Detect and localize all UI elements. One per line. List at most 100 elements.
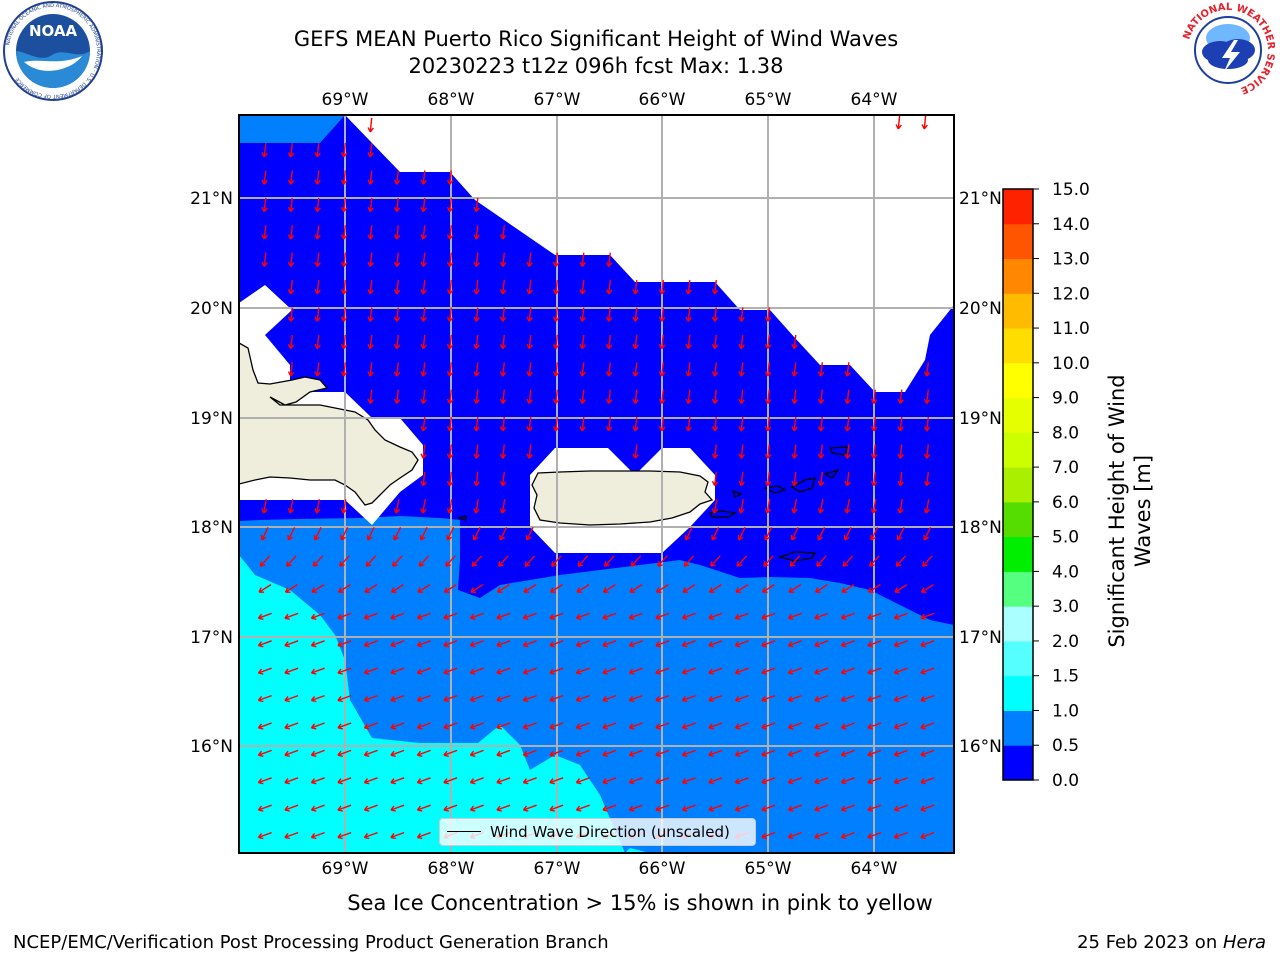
wind-wave-arrow (552, 389, 560, 404)
wind-wave-arrow (764, 389, 772, 404)
wind-wave-arrow (840, 777, 855, 785)
wind-wave-arrow (526, 334, 533, 350)
wind-wave-arrow (393, 197, 401, 213)
wind-wave-arrow (923, 362, 931, 377)
wind-wave-arrow (628, 640, 643, 648)
wind-wave-arrow (473, 499, 480, 514)
wind-wave-arrow (870, 526, 879, 541)
wind-wave-arrow (337, 640, 352, 648)
wind-wave-arrow (363, 749, 378, 757)
colorbar-tick-label: 9.0 (1052, 389, 1079, 409)
wind-wave-arrow (499, 252, 507, 267)
wind-wave-arrow (469, 722, 484, 730)
wind-wave-arrow (791, 362, 798, 377)
wind-wave-arrow (363, 777, 378, 785)
colorbar-label: Significant Height of Wind Waves [m] (1105, 374, 1155, 648)
wind-wave-arrow (257, 777, 272, 785)
wind-wave-arrow (363, 831, 378, 840)
footer-branch: NCEP/EMC/Verification Post Processing Pr… (13, 932, 609, 953)
wind-wave-arrow (738, 471, 745, 487)
wind-wave-arrow (363, 694, 378, 703)
wind-wave-arrow (893, 722, 908, 730)
wind-wave-arrow (551, 555, 562, 567)
wind-wave-arrow (363, 667, 378, 675)
wind-wave-arrow (685, 389, 692, 404)
wind-wave-arrow (923, 499, 931, 514)
wind-wave-arrow (789, 555, 801, 567)
wind-wave-arrow (473, 334, 480, 350)
wind-wave-arrow (473, 252, 480, 267)
wind-wave-arrow (363, 722, 378, 730)
wind-wave-arrow (469, 777, 484, 785)
wind-wave-arrow (605, 362, 613, 377)
wind-wave-arrow (416, 749, 431, 757)
wind-wave-arrow (446, 526, 455, 541)
land-vieques (709, 510, 737, 518)
wind-wave-arrow (870, 499, 878, 514)
wind-wave-arrow (390, 640, 405, 648)
wind-wave-arrow (684, 526, 693, 541)
land-mona (457, 515, 467, 521)
wind-wave-arrow (496, 804, 511, 812)
wind-wave-arrow (549, 667, 564, 675)
wind-wave-arrow (473, 280, 480, 295)
wind-wave-arrow (392, 555, 403, 567)
wind-wave-arrow (473, 389, 480, 404)
wind-wave-arrow (416, 777, 431, 785)
lon-label-bottom: 64°W (851, 859, 898, 879)
wind-wave-arrow (496, 584, 510, 593)
wind-wave-arrow (287, 280, 295, 295)
wind-wave-arrow (602, 612, 617, 620)
wind-wave-arrow (472, 526, 481, 541)
wind-wave-arrow (867, 694, 882, 703)
wind-wave-arrow (526, 362, 533, 377)
noaa-logo-text: NOAA (29, 22, 78, 40)
lat-label-left: 18°N (190, 518, 233, 538)
wind-wave-arrow (498, 555, 509, 567)
wind-wave-arrow (549, 804, 564, 812)
wind-wave-arrow (522, 640, 537, 648)
wind-wave-arrow (893, 777, 908, 785)
wind-wave-arrow (257, 640, 272, 648)
colorbar-segment (1003, 501, 1033, 538)
footer-date-text: 25 Feb 2023 on (1077, 932, 1223, 953)
wind-wave-arrow (340, 143, 348, 158)
wind-wave-arrow (337, 749, 352, 757)
wind-wave-arrow (287, 252, 295, 267)
wind-wave-arrow (655, 694, 670, 703)
wind-wave-arrow (761, 667, 776, 675)
wind-wave-arrow (708, 584, 722, 593)
wind-wave-arrow (658, 280, 666, 295)
wind-wave-arrow (602, 777, 617, 785)
colorbar-tick-label: 6.0 (1052, 493, 1079, 513)
wind-wave-arrow (473, 471, 480, 487)
wind-wave-arrow (761, 749, 776, 757)
wind-wave-arrow (314, 362, 321, 377)
wind-wave-arrow (416, 612, 431, 620)
wind-wave-arrow (658, 334, 666, 350)
wind-wave-arrow (817, 499, 825, 514)
wind-wave-arrow (526, 252, 533, 267)
wind-wave-arrow (526, 417, 533, 432)
wind-wave-arrow (287, 499, 295, 514)
wind-wave-arrow (522, 694, 537, 703)
wind-wave-arrow (628, 694, 643, 703)
wind-wave-arrow (416, 831, 431, 840)
wind-wave-arrow (340, 526, 349, 541)
wind-wave-arrow (314, 280, 321, 295)
wind-wave-arrow (761, 722, 776, 730)
wind-wave-arrow (258, 584, 272, 593)
wind-wave-arrow (471, 555, 483, 567)
wind-wave-arrow (761, 584, 775, 593)
wind-wave-arrow (310, 612, 325, 620)
wind-wave-arrow (685, 362, 692, 377)
wind-wave-arrow (632, 362, 639, 377)
wind-wave-arrow (314, 252, 321, 267)
wind-wave-arrow (708, 612, 723, 620)
wind-wave-arrow (867, 722, 882, 730)
land-culebra (731, 489, 743, 498)
wind-wave-arrow (605, 417, 613, 432)
wind-wave-arrow (734, 777, 749, 785)
colorbar-segment (1003, 640, 1033, 677)
